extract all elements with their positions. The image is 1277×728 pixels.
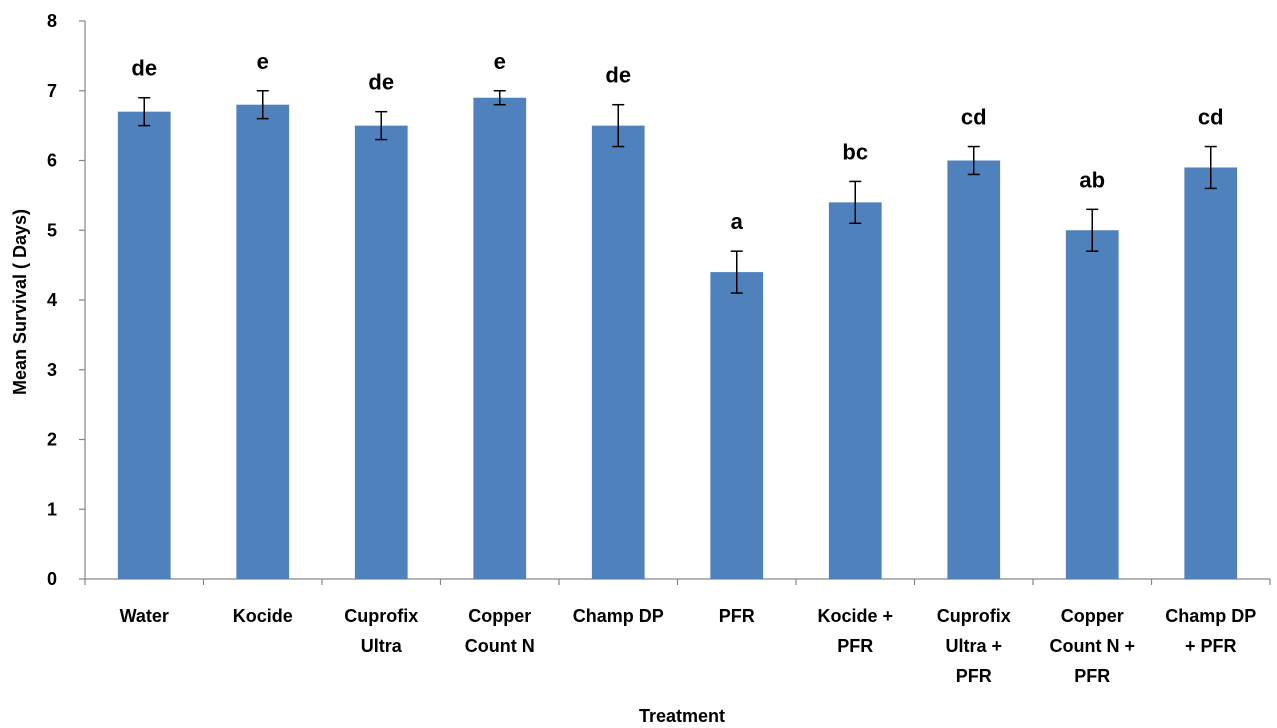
category-label-line: Water [120,606,169,626]
category-label-line: PFR [837,636,873,656]
category-label-line: Count N + [1050,636,1136,656]
category-label-line: PFR [719,606,755,626]
significance-letter: ab [1079,167,1105,192]
bar [828,202,882,579]
significance-letter: bc [842,139,868,164]
y-tick-label: 7 [47,81,57,101]
y-tick-label: 5 [47,220,57,240]
y-tick-label: 4 [47,290,57,310]
significance-letter: de [368,70,394,95]
category-label: Champ DP [573,606,664,626]
category-label-line: Cuprofix [344,606,418,626]
bar [591,125,645,579]
bar [1065,230,1119,579]
category-label-line: Copper [468,606,531,626]
category-label-line: + PFR [1185,636,1237,656]
y-tick-label: 6 [47,151,57,171]
bar [473,97,527,579]
category-label: Kocide [233,606,293,626]
category-label-line: Count N [465,636,535,656]
significance-letter: de [131,56,157,81]
y-tick-label: 2 [47,430,57,450]
category-label-line: Copper [1061,606,1124,626]
significance-letter: cd [1198,105,1224,130]
bar [947,160,1001,579]
category-label: Cuprofix Ultra + PFR [937,606,1011,686]
y-tick-label: 3 [47,360,57,380]
category-label-line: Ultra + [945,636,1002,656]
category-label: Copper Count N + PFR [1050,606,1136,686]
bars [117,97,1238,580]
category-label: PFR [719,606,755,626]
category-label-line: PFR [956,666,992,686]
bar [236,104,290,579]
category-label-line: Cuprofix [937,606,1011,626]
bar [354,125,408,579]
error-bars [138,90,1217,294]
category-label-line: PFR [1074,666,1110,686]
category-label: Champ DP + PFR [1165,606,1256,656]
significance-letter: e [494,49,506,74]
category-label: Cuprofix Ultra [344,606,418,656]
significance-labels: de e de e de a bc cd ab cd [131,49,1223,234]
y-tick-label: 1 [47,499,57,519]
bar [710,272,764,579]
y-tick-label: 0 [47,569,57,589]
significance-letter: de [605,63,631,88]
y-axis-title: Mean Survival ( Days) [10,209,30,395]
category-label: Copper Count N [465,606,535,656]
category-label-line: Champ DP [573,606,664,626]
significance-letter: cd [961,105,987,130]
x-category-labels: Water Kocide Cuprofix Ultra Copper Count N Cha… [120,606,1257,686]
y-tick-labels: 0 1 2 3 4 5 6 7 8 [47,11,57,589]
category-label-line: Ultra [361,636,403,656]
category-label-line: Kocide + [817,606,893,626]
category-label: Water [120,606,169,626]
category-label: Kocide + PFR [817,606,893,656]
category-label-line: Kocide [233,606,293,626]
category-label-line: Champ DP [1165,606,1256,626]
bar [117,111,171,580]
bar [1184,167,1238,579]
significance-letter: e [257,49,269,74]
y-tick-label: 8 [47,11,57,31]
significance-letter: a [731,209,744,234]
x-axis-title: Treatment [639,706,725,726]
